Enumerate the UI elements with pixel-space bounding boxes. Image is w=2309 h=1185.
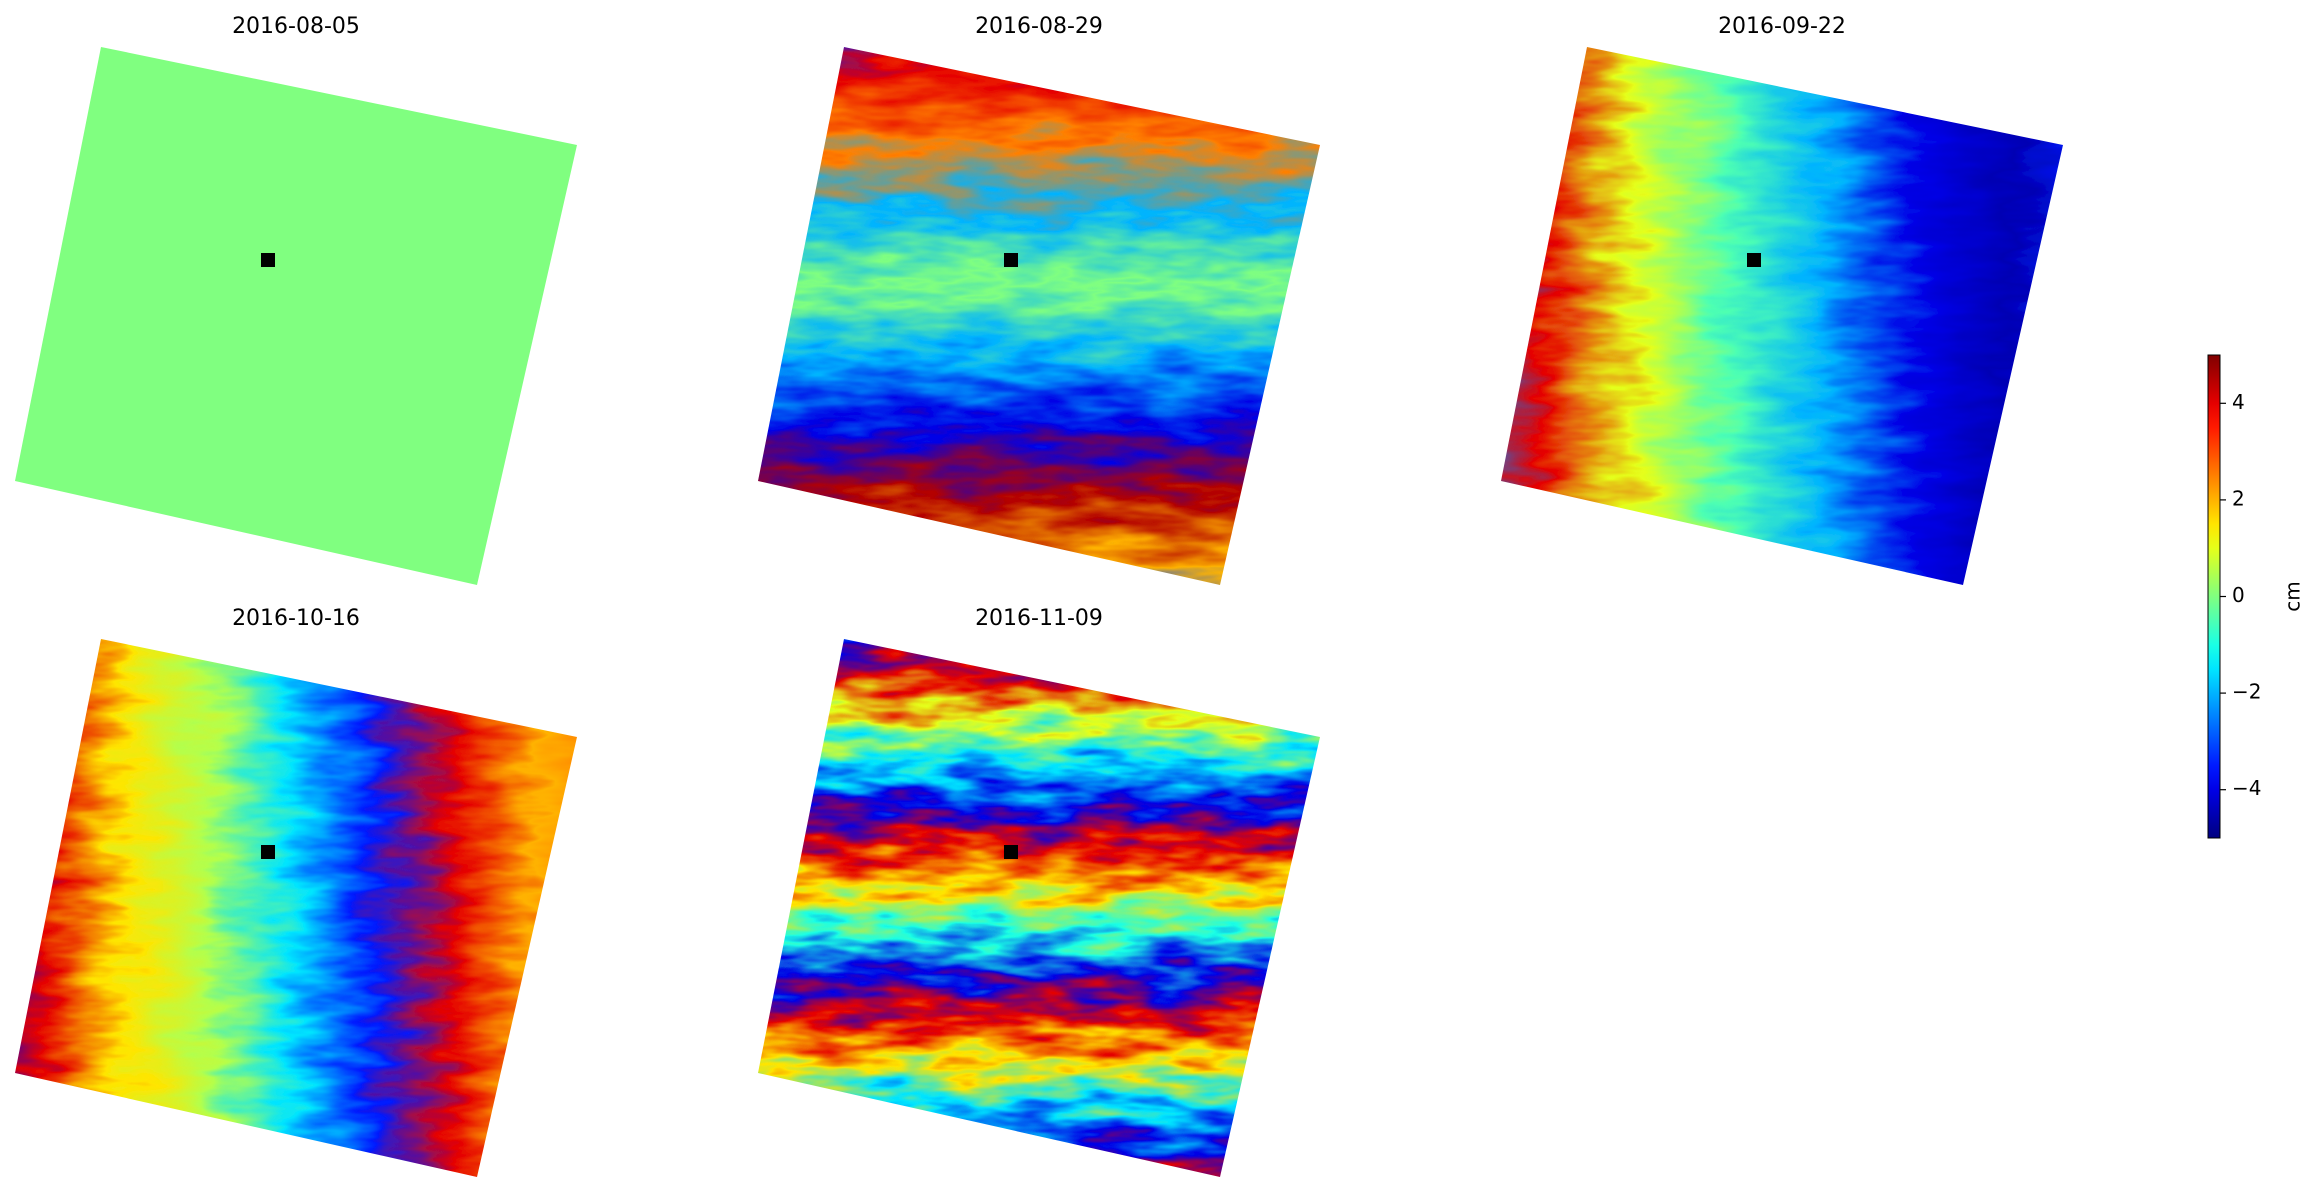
colorbar-tick-label: 2 bbox=[2232, 486, 2245, 510]
map-fill bbox=[1501, 47, 2063, 585]
reference-point bbox=[261, 845, 275, 859]
map-panel: 2016-08-29 bbox=[758, 14, 1320, 585]
colorbar-tick-label: 0 bbox=[2232, 583, 2245, 607]
panel-title: 2016-08-05 bbox=[232, 14, 360, 39]
panel-title: 2016-08-29 bbox=[975, 14, 1103, 39]
reference-point bbox=[261, 253, 275, 267]
map-fill bbox=[15, 47, 577, 585]
map-fill bbox=[758, 47, 1320, 585]
displacement-map bbox=[15, 47, 577, 585]
reference-point bbox=[1004, 845, 1018, 859]
colorbar-tick-label: 4 bbox=[2232, 390, 2245, 414]
map-fill bbox=[758, 639, 1320, 1177]
panel-title: 2016-09-22 bbox=[1718, 14, 1846, 39]
colorbar-tick-label: −2 bbox=[2232, 680, 2261, 704]
panel-title: 2016-11-09 bbox=[975, 606, 1103, 631]
reference-point bbox=[1747, 253, 1761, 267]
displacement-map bbox=[15, 639, 577, 1177]
colorbar bbox=[2207, 354, 2221, 839]
colorbar-label: cm bbox=[2281, 581, 2305, 611]
displacement-map bbox=[758, 639, 1320, 1177]
colorbar-tick-label: −4 bbox=[2232, 776, 2261, 800]
reference-point bbox=[1004, 253, 1018, 267]
map-panel: 2016-10-16 bbox=[15, 606, 577, 1177]
displacement-map bbox=[758, 47, 1320, 585]
displacement-map bbox=[1501, 47, 2063, 585]
map-panel: 2016-11-09 bbox=[758, 606, 1320, 1177]
map-fill bbox=[15, 639, 577, 1177]
panel-title: 2016-10-16 bbox=[232, 606, 360, 631]
map-panel: 2016-08-05 bbox=[15, 14, 577, 585]
map-panel: 2016-09-22 bbox=[1501, 14, 2063, 585]
